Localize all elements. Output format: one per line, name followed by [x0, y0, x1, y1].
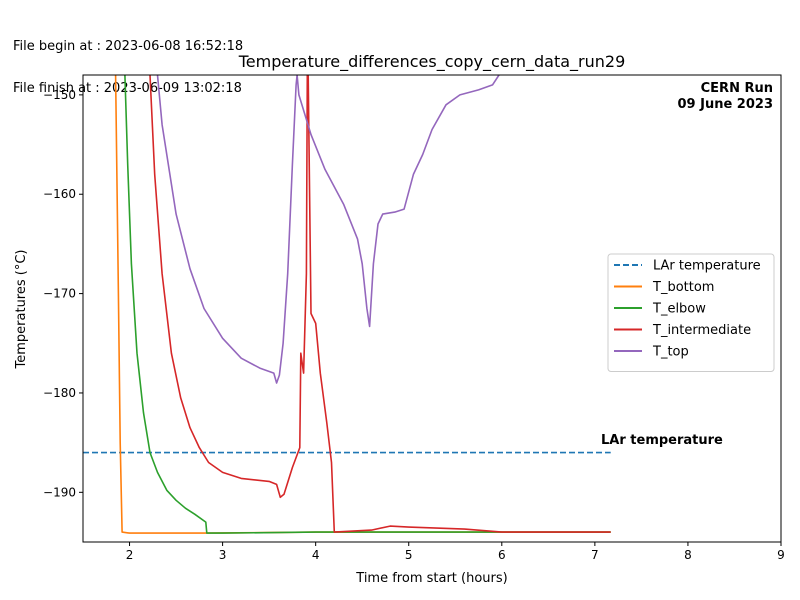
series-line-t-top: [156, 75, 500, 384]
legend-label: LAr temperature: [653, 259, 761, 274]
series-line-t-elbow: [124, 75, 611, 534]
x-tick-label: 3: [219, 548, 227, 562]
series-line-t-bottom: [114, 75, 611, 534]
y-tick-label: −160: [43, 187, 76, 201]
x-tick-label: 6: [498, 548, 506, 562]
y-axis: −190 −180 −170 −160 −150: [43, 88, 83, 499]
chart-title: Temperature_differences_copy_cern_data_r…: [238, 52, 626, 72]
run-annotation-line2: 09 June 2023: [678, 97, 774, 112]
x-tick-label: 5: [405, 548, 413, 562]
file-finish-text: File finish at : 2023-06-09 13:02:18: [13, 81, 242, 96]
x-axis-label: Time from start (hours): [355, 571, 507, 586]
series-line-t-intermediate: [149, 75, 611, 533]
file-begin-text: File begin at : 2023-06-08 16:52:18: [13, 39, 244, 54]
y-tick-label: −170: [43, 287, 76, 301]
series-layer: [83, 75, 611, 534]
x-tick-label: 4: [312, 548, 320, 562]
file-info: File begin at : 2023-06-08 16:52:18 File…: [13, 12, 243, 110]
y-tick-label: −190: [43, 485, 76, 499]
legend: LAr temperature T_bottom T_elbow T_intermed…: [607, 253, 775, 372]
plot-frame: [82, 74, 782, 543]
legend-label: T_top: [652, 345, 689, 360]
x-tick-label: 2: [126, 548, 134, 562]
legend-box: [607, 253, 775, 372]
x-tick-label: 7: [591, 548, 599, 562]
y-tick-label: −150: [43, 88, 76, 102]
run-annotation-line1: CERN Run: [701, 81, 773, 96]
legend-label: T_bottom: [652, 280, 714, 295]
lar-temperature-annotation: LAr temperature: [601, 433, 723, 448]
legend-label: T_elbow: [652, 302, 706, 317]
y-axis-label: Temperatures (°C): [14, 250, 29, 370]
x-tick-label: 8: [684, 548, 692, 562]
x-axis: 2 3 4 5 6 7 8 9: [126, 542, 785, 562]
y-tick-label: −180: [43, 386, 76, 400]
x-tick-label: 9: [777, 548, 785, 562]
legend-label: T_intermediate: [652, 323, 751, 338]
